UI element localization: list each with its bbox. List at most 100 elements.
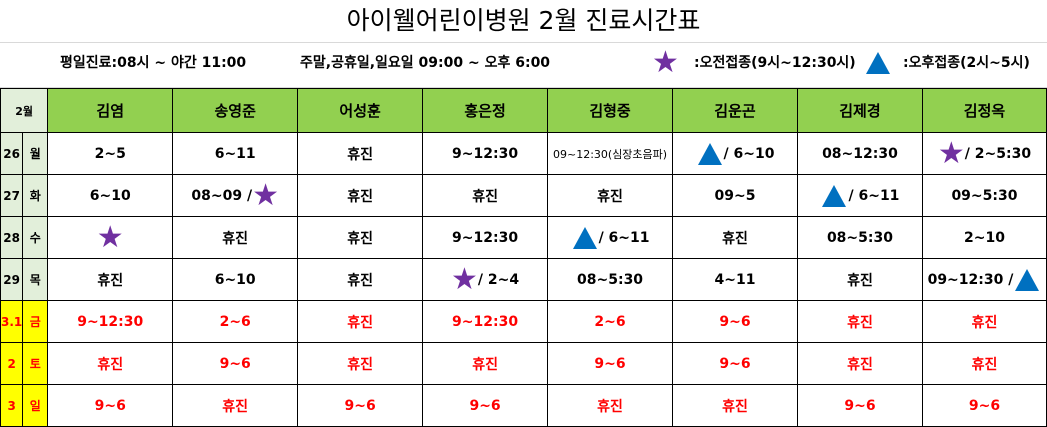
weekend-hours: 주말,공휴일,일요일 09:00 ~ 오후 6:00 [300,55,551,71]
cell-text: 휴진 [472,356,498,373]
cell-text: 휴진 [347,314,374,331]
schedule-cell: 휴진 [547,384,674,427]
cell-text: 6~10 [89,187,131,204]
header-row: 2월 김염 송영준 어성훈 홍은정 김형중 김운곤 김제경 김정옥 [0,88,1047,133]
triangle-icon [572,226,597,249]
schedule-cell: 08~09 /★ [172,174,299,217]
star-icon: ★ [937,135,965,171]
schedule-cell: 09~12:30 / [921,258,1047,301]
doctor-header: 김형중 [547,88,674,133]
table-row: 3 일 9~6 휴진 9~6 9~6 휴진 휴진 9~6 9~6 [0,384,1047,427]
doctor-header: 김운곤 [672,88,798,133]
doctor-header: 김제경 [796,88,923,133]
schedule-cell: 휴진 [172,216,299,259]
schedule-cell: 휴진 [796,342,923,385]
cell-text: / 2~4 [477,271,520,288]
schedule-cell: 9~6 [422,384,549,427]
weekday-cell: 목 [22,258,49,301]
table-row: 3.1 금 9~12:30 2~6 휴진 9~12:30 2~6 9~6 휴진 휴진 [0,300,1047,343]
cell-text: / 6~10 [723,145,775,162]
doctor-header: 송영준 [172,88,299,133]
cell-text: 9~6 [344,397,376,414]
cell-text: 6~10 [214,271,256,288]
cell-text: 9~12:30 [77,313,144,330]
schedule-cell: 9~6 [547,342,674,385]
star-icon: ★ [96,219,124,255]
schedule-cell: 휴진 [297,300,424,343]
schedule-cell: 휴진 [672,384,798,427]
schedule-cell: ★ [47,216,174,259]
triangle-icon [697,142,722,165]
date-cell: 26 [0,132,24,175]
schedule-cell: 휴진 [297,216,424,259]
schedule-cell: 9~6 [796,384,923,427]
cell-text: 휴진 [722,230,748,247]
schedule-cell: 휴진 [422,174,549,217]
schedule-cell: 휴진 [297,174,424,217]
cell-text: 9~6 [968,397,1001,414]
page-title: 아이웰어린이병원 2월 진료시간표 [0,0,1047,43]
schedule-cell: 2~10 [921,216,1047,259]
cell-text: 2~5 [94,145,126,162]
schedule-cell: 09~12:30(심장초음파) [547,132,674,175]
table-row: 26 월 2~5 6~11 휴진 9~12:30 09~12:30(심장초음파) / 6~10… [0,132,1047,175]
cell-text: / 6~11 [848,187,900,204]
schedule-cell: / 6~11 [547,216,674,259]
triangle-icon [1015,268,1040,291]
weekday-cell: 월 [22,132,49,175]
cell-text: 휴진 [97,356,124,373]
schedule-cell: 9~6 [672,300,798,343]
schedule-cell: 9~6 [172,342,299,385]
schedule-cell: 9~6 [297,384,424,427]
cell-text: 9~6 [219,355,251,372]
star-icon: ★ [652,45,679,80]
schedule-cell: 9~6 [47,384,174,427]
schedule-cell: 6~10 [172,258,299,301]
schedule-cell: 휴진 [297,132,424,175]
schedule-cell: 9~12:30 [422,216,549,259]
cell-text: 09~5:30 [951,187,1018,204]
schedule-cell: / 6~10 [672,132,798,175]
date-cell: 28 [0,216,24,259]
schedule-cell: ★/ 2~4 [422,258,549,301]
star-icon: ★ [252,177,279,213]
schedule-cell: 9~12:30 [422,132,549,175]
cell-text: 09~5 [714,187,756,204]
schedule-cell: 9~6 [921,384,1047,427]
schedule-cell: 08~12:30 [796,132,923,175]
doctor-header: 어성훈 [297,88,424,133]
schedule-cell: 휴진 [422,342,549,385]
schedule-cell: 휴진 [921,342,1047,385]
date-cell: 2 [0,342,24,385]
weekday-cell: 수 [22,216,49,259]
schedule-cell: 9~12:30 [422,300,549,343]
month-label: 2월 [0,88,49,133]
table-row: 2 토 휴진 9~6 휴진 휴진 9~6 9~6 휴진 휴진 [0,342,1047,385]
date-cell: 3.1 [0,300,24,343]
cell-text: 9~12:30 [452,313,519,330]
schedule-cell: 6~11 [172,132,299,175]
schedule-cell: 08~5:30 [796,216,923,259]
star-icon: ★ [451,261,478,297]
cell-text: 9~12:30 [452,229,519,246]
cell-text: 9~6 [469,397,501,414]
schedule-cell: 08~5:30 [547,258,674,301]
weekday-cell: 금 [22,300,49,343]
cell-text: 휴진 [597,188,623,205]
triangle-icon [822,184,847,207]
schedule-cell: 휴진 [672,216,798,259]
cell-text: / 6~11 [598,229,650,246]
doctor-header: 김정옥 [921,88,1047,133]
cell-text: 2~10 [963,229,1005,246]
cell-text: 휴진 [722,398,748,415]
schedule-cell: 6~10 [47,174,174,217]
cell-text: 휴진 [472,188,498,205]
cell-text: 휴진 [347,356,374,373]
schedule-cell: 09~5 [672,174,798,217]
schedule-cell: 휴진 [47,342,174,385]
cell-text: 9~12:30 [452,145,519,162]
schedule-cell: / 6~11 [796,174,923,217]
weekday-cell: 일 [22,384,49,427]
cell-text: 휴진 [347,146,374,163]
star-legend: :오전접종(9시~12:30시) [694,55,856,71]
